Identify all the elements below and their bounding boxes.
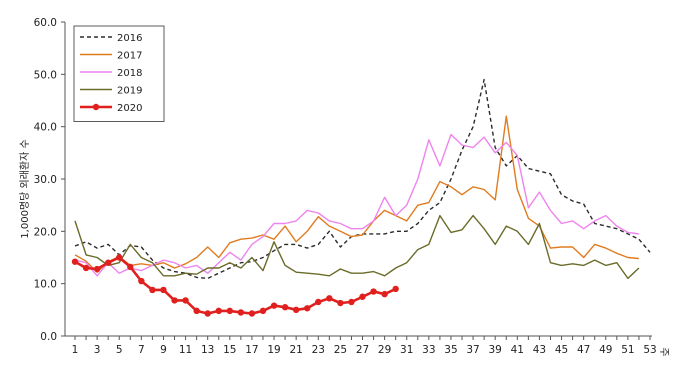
- y-tick-label: 40.0: [34, 122, 57, 134]
- data-point-2020: [71, 258, 79, 265]
- data-point-2020: [348, 298, 355, 306]
- data-point-2020: [226, 307, 234, 315]
- data-point-2020: [315, 298, 322, 306]
- data-point-2020: [182, 297, 189, 304]
- x-tick-label: 23: [312, 344, 325, 356]
- x-tick-label: 3: [94, 344, 101, 356]
- x-tick-label: 45: [555, 344, 568, 356]
- data-point-2020: [304, 305, 311, 312]
- data-point-2020: [281, 304, 289, 311]
- data-point-2020: [138, 277, 145, 285]
- legend-label-2020: 2020: [117, 103, 142, 114]
- data-point-2020: [326, 295, 333, 302]
- x-tick-label: 31: [400, 344, 413, 356]
- data-point-2020: [337, 299, 344, 307]
- x-tick-label: 35: [444, 344, 457, 356]
- series-line-2018: [74, 133, 639, 277]
- data-point-2020: [116, 254, 123, 261]
- x-tick-label: 37: [466, 344, 479, 356]
- data-point-2020: [171, 297, 178, 304]
- x-tick-label: 49: [599, 344, 612, 356]
- data-point-2020: [270, 302, 278, 309]
- x-tick-label: 1: [72, 344, 79, 356]
- y-tick-label: 10.0: [34, 279, 57, 291]
- x-tick-label: 5: [116, 344, 123, 356]
- legend-label-2018: 2018: [117, 68, 142, 79]
- legend-label-2019: 2019: [117, 86, 142, 97]
- data-point-2020: [127, 263, 134, 271]
- x-tick-label: 27: [356, 344, 369, 356]
- y-tick-label: 30.0: [34, 174, 57, 186]
- y-tick-label: 60.0: [34, 17, 57, 29]
- x-tick-label: 33: [422, 344, 435, 356]
- x-tick-label: 17: [245, 344, 258, 356]
- legend-box: [73, 25, 165, 122]
- data-point-2020: [104, 259, 112, 266]
- data-point-2020: [248, 310, 256, 317]
- x-tick-label: 51: [621, 344, 634, 356]
- x-tick-label: 41: [511, 344, 524, 356]
- legend-marker-2020: [92, 103, 100, 111]
- data-point-2020: [359, 293, 366, 300]
- x-axis-title: 주: [658, 347, 669, 356]
- data-point-2020: [82, 264, 90, 272]
- data-point-2020: [204, 310, 211, 317]
- legend: 2016 2017 2018 2019 2020: [73, 25, 165, 122]
- x-tick-label: 9: [160, 344, 167, 356]
- data-point-2020: [370, 288, 377, 295]
- x-tick-label: 11: [179, 344, 192, 356]
- data-point-2020: [93, 265, 101, 273]
- data-point-2020: [381, 290, 388, 298]
- data-point-2020: [392, 285, 399, 293]
- x-tick-label: 13: [201, 344, 214, 356]
- data-point-2020: [149, 286, 156, 294]
- series-line-2017: [74, 115, 639, 273]
- series-line-2019: [74, 214, 640, 280]
- series-layer: [71, 78, 651, 317]
- x-tick-label: 7: [138, 344, 145, 356]
- data-point-2020: [160, 286, 167, 294]
- x-tick-label: 47: [577, 344, 590, 356]
- x-tick-label: 25: [334, 344, 347, 356]
- x-tick-label: 19: [267, 344, 280, 356]
- x-tick-label: 29: [378, 344, 391, 356]
- data-point-2020: [193, 307, 200, 315]
- x-tick-label: 15: [223, 344, 236, 356]
- x-tick-label: 53: [643, 344, 656, 356]
- data-point-2020: [237, 309, 245, 316]
- y-tick-label: 0.0: [40, 331, 57, 343]
- legend-label-2017: 2017: [117, 51, 142, 62]
- data-point-2020: [292, 306, 300, 314]
- x-tick-label: 39: [489, 344, 502, 356]
- x-tick-label: 43: [533, 344, 546, 356]
- data-point-2020: [259, 307, 267, 315]
- data-point-2020: [215, 307, 222, 315]
- y-tick-label: 20.0: [34, 226, 57, 238]
- axes: 0.010.020.030.040.050.060.01 3 5 7 9 11 13 15 17…: [19, 17, 669, 357]
- legend-label-2016: 2016: [117, 33, 142, 44]
- x-tick-label: 21: [289, 344, 302, 356]
- y-axis-title: 1,000명당 외래환자 수: [19, 139, 31, 238]
- y-tick-label: 50.0: [34, 69, 57, 81]
